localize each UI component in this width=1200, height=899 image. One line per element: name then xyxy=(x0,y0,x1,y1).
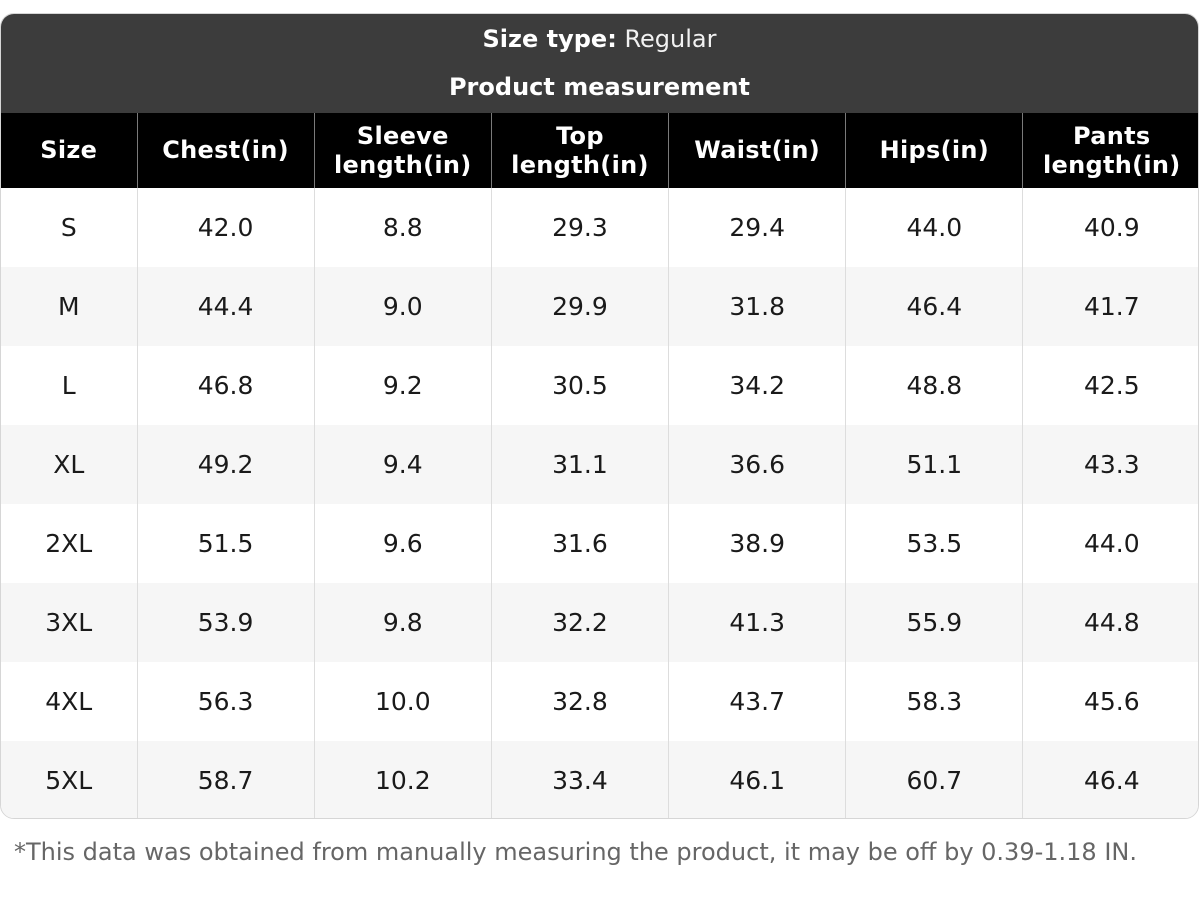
cell-waist: 34.2 xyxy=(668,346,847,425)
cell-waist: 38.9 xyxy=(668,504,847,583)
table-row: 4XL 56.3 10.0 32.8 43.7 58.3 45.6 xyxy=(1,662,1198,741)
cell-sleeve-length: 9.6 xyxy=(314,504,492,583)
table-row: 5XL 58.7 10.2 33.4 46.1 60.7 46.4 xyxy=(1,741,1198,818)
cell-waist: 41.3 xyxy=(668,583,847,662)
size-type-label: Size type: xyxy=(482,25,617,53)
cell-chest: 44.4 xyxy=(137,267,315,346)
cell-chest: 58.7 xyxy=(137,741,315,818)
cell-pants-length: 45.6 xyxy=(1022,662,1198,741)
cell-sleeve-length: 10.2 xyxy=(314,741,492,818)
table-row: S 42.0 8.8 29.3 29.4 44.0 40.9 xyxy=(1,188,1198,267)
section-title: Product measurement xyxy=(448,73,751,101)
cell-sleeve-length: 8.8 xyxy=(314,188,492,267)
cell-sleeve-length: 10.0 xyxy=(314,662,492,741)
cell-chest: 42.0 xyxy=(137,188,315,267)
column-header-pants-length: Pants length(in) xyxy=(1022,113,1198,188)
cell-sleeve-length: 9.4 xyxy=(314,425,492,504)
cell-size: 4XL xyxy=(1,662,138,741)
table-row: 3XL 53.9 9.8 32.2 41.3 55.9 44.8 xyxy=(1,583,1198,662)
cell-hips: 46.4 xyxy=(845,267,1024,346)
cell-pants-length: 44.8 xyxy=(1022,583,1198,662)
cell-pants-length: 41.7 xyxy=(1022,267,1198,346)
header-text: Pants length(in) xyxy=(1042,121,1181,179)
cell-size: 3XL xyxy=(1,583,138,662)
column-header-hips: Hips(in) xyxy=(845,113,1024,188)
cell-sleeve-length: 9.8 xyxy=(314,583,492,662)
table-body: S 42.0 8.8 29.3 29.4 44.0 40.9 M 44.4 9.… xyxy=(1,188,1198,818)
cell-size: XL xyxy=(1,425,138,504)
cell-waist: 46.1 xyxy=(668,741,847,818)
header-text: Top length(in) xyxy=(511,121,649,179)
table-row: M 44.4 9.0 29.9 31.8 46.4 41.7 xyxy=(1,267,1198,346)
cell-top-length: 30.5 xyxy=(491,346,670,425)
cell-top-length: 29.3 xyxy=(491,188,670,267)
size-type-value: Regular xyxy=(624,25,717,53)
cell-hips: 53.5 xyxy=(845,504,1024,583)
size-type-line: Size type: Regular xyxy=(1,25,1198,53)
cell-top-length: 32.8 xyxy=(491,662,670,741)
cell-chest: 46.8 xyxy=(137,346,315,425)
cell-hips: 44.0 xyxy=(845,188,1024,267)
cell-size: 5XL xyxy=(1,741,138,818)
table-row: L 46.8 9.2 30.5 34.2 48.8 42.5 xyxy=(1,346,1198,425)
size-chart-card: Size type: Regular Product measurement S… xyxy=(0,13,1199,819)
cell-chest: 49.2 xyxy=(137,425,315,504)
cell-size: S xyxy=(1,188,138,267)
cell-hips: 55.9 xyxy=(845,583,1024,662)
cell-top-length: 29.9 xyxy=(491,267,670,346)
table-row: 2XL 51.5 9.6 31.6 38.9 53.5 44.0 xyxy=(1,504,1198,583)
cell-top-length: 33.4 xyxy=(491,741,670,818)
cell-hips: 58.3 xyxy=(845,662,1024,741)
cell-size: 2XL xyxy=(1,504,138,583)
cell-size: L xyxy=(1,346,138,425)
measurement-footnote: *This data was obtained from manually me… xyxy=(14,838,1137,866)
cell-hips: 60.7 xyxy=(845,741,1024,818)
table-row: XL 49.2 9.4 31.1 36.6 51.1 43.3 xyxy=(1,425,1198,504)
cell-pants-length: 43.3 xyxy=(1022,425,1198,504)
cell-hips: 51.1 xyxy=(845,425,1024,504)
column-header-size: Size xyxy=(1,113,138,188)
cell-pants-length: 44.0 xyxy=(1022,504,1198,583)
column-header-sleeve-length: Sleeve length(in) xyxy=(314,113,492,188)
cell-sleeve-length: 9.0 xyxy=(314,267,492,346)
cell-pants-length: 46.4 xyxy=(1022,741,1198,818)
header-text: Sleeve length(in) xyxy=(333,121,472,179)
cell-hips: 48.8 xyxy=(845,346,1024,425)
cell-sleeve-length: 9.2 xyxy=(314,346,492,425)
column-header-waist: Waist(in) xyxy=(668,113,847,188)
cell-pants-length: 40.9 xyxy=(1022,188,1198,267)
cell-top-length: 31.6 xyxy=(491,504,670,583)
cell-waist: 43.7 xyxy=(668,662,847,741)
cell-chest: 56.3 xyxy=(137,662,315,741)
cell-chest: 53.9 xyxy=(137,583,315,662)
measurement-table: Size Chest(in) Sleeve length(in) Top len… xyxy=(1,113,1198,818)
cell-pants-length: 42.5 xyxy=(1022,346,1198,425)
cell-waist: 31.8 xyxy=(668,267,847,346)
cell-waist: 36.6 xyxy=(668,425,847,504)
column-header-top-length: Top length(in) xyxy=(491,113,670,188)
cell-waist: 29.4 xyxy=(668,188,847,267)
cell-chest: 51.5 xyxy=(137,504,315,583)
cell-size: M xyxy=(1,267,138,346)
table-header-row: Size Chest(in) Sleeve length(in) Top len… xyxy=(1,113,1198,188)
size-chart-banner: Size type: Regular Product measurement xyxy=(1,14,1198,113)
cell-top-length: 32.2 xyxy=(491,583,670,662)
cell-top-length: 31.1 xyxy=(491,425,670,504)
column-header-chest: Chest(in) xyxy=(137,113,315,188)
